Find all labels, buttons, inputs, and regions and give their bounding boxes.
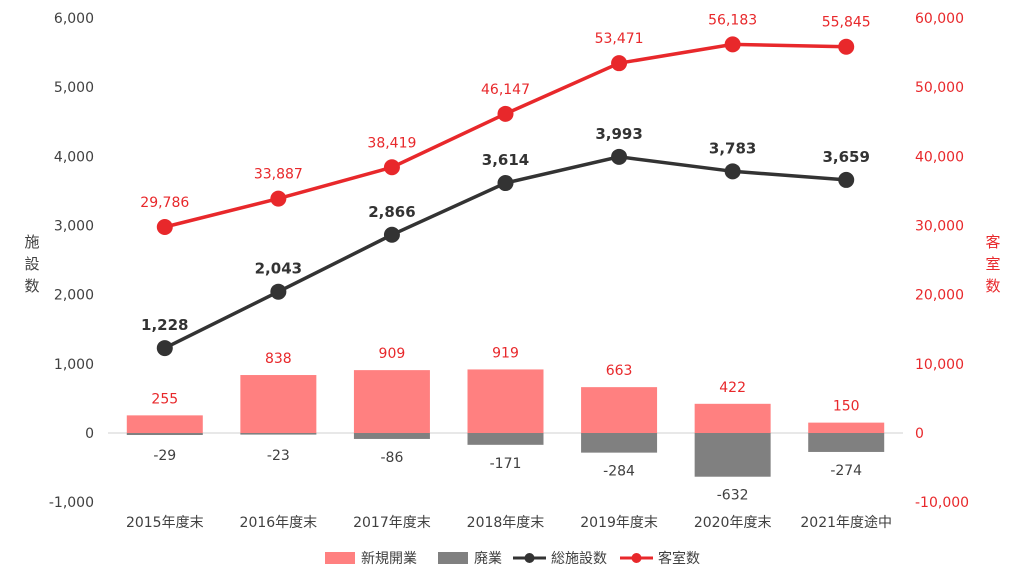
y-left-tick-label: 5,000 <box>54 80 94 96</box>
y-right-tick-label: 40,000 <box>915 149 964 165</box>
legend-label-new-opening: 新規開業 <box>361 551 417 567</box>
point-total-facilities <box>497 175 514 192</box>
bar-new-opening <box>581 387 658 433</box>
bar-closure-label: -86 <box>380 450 403 466</box>
y-right-tick-label: 30,000 <box>915 219 964 235</box>
bar-new-opening <box>808 422 885 433</box>
bar-new-opening-label: 150 <box>833 399 860 415</box>
x-category-label: 2018年度末 <box>467 515 545 531</box>
point-total-facilities <box>838 171 855 188</box>
point-rooms <box>383 159 400 176</box>
bar-closure-label: -23 <box>267 448 290 464</box>
x-category-label: 2017年度末 <box>353 515 431 531</box>
rooms-label: 29,786 <box>140 195 189 211</box>
total-facilities-label: 2,043 <box>255 260 302 278</box>
bar-closure-label: -274 <box>830 463 862 479</box>
bar-new-opening <box>694 403 771 433</box>
point-total-facilities <box>383 226 400 243</box>
bar-closure-label: -284 <box>603 464 635 480</box>
y-left-tick-label: 6,000 <box>54 11 94 27</box>
bar-new-opening <box>353 370 430 433</box>
legend-swatch-new-opening <box>325 552 355 564</box>
rooms-label: 46,147 <box>481 82 530 98</box>
y-right-tick-label: -10,000 <box>915 495 969 511</box>
bar-closure <box>808 433 885 452</box>
y-left-axis-title-char: 設 <box>24 255 39 273</box>
y-left-tick-label: 0 <box>85 426 94 442</box>
legend-swatch-closure <box>438 552 468 564</box>
bar-new-opening <box>126 415 203 433</box>
point-total-facilities <box>611 148 628 165</box>
line-rooms <box>164 42 847 229</box>
y-left-tick-label: -1,000 <box>49 495 94 511</box>
y-right-axis-title-char: 数 <box>985 277 1000 295</box>
rooms-label: 53,471 <box>595 31 644 47</box>
rooms-label: 55,845 <box>822 15 871 31</box>
point-total-facilities <box>270 283 287 300</box>
total-facilities-label: 3,783 <box>709 139 756 157</box>
x-category-label: 2021年度途中 <box>800 514 892 531</box>
bar-closure <box>126 433 203 436</box>
y-right-tick-label: 60,000 <box>915 11 964 27</box>
y-left-tick-label: 2,000 <box>54 288 94 304</box>
bar-new-opening-label: 909 <box>379 346 406 362</box>
bar-new-opening <box>467 369 544 433</box>
point-rooms <box>497 105 514 122</box>
bar-closure <box>467 433 544 445</box>
bar-new-opening-label: 255 <box>151 391 178 407</box>
rooms-label: 38,419 <box>367 135 416 151</box>
total-facilities-label: 2,866 <box>368 203 415 221</box>
y-right-axis-title-char: 客 <box>985 233 1000 251</box>
legend-label-rooms: 客室数 <box>658 550 700 567</box>
y-left-tick-label: 4,000 <box>54 149 94 165</box>
bar-new-opening-label: 838 <box>265 351 292 367</box>
x-category-label: 2015年度末 <box>126 515 204 531</box>
y-left-tick-label: 1,000 <box>54 357 94 373</box>
point-rooms <box>838 38 855 55</box>
total-facilities-label: 3,614 <box>482 151 529 169</box>
legend-marker-total-facilities <box>524 553 535 563</box>
x-category-label: 2016年度末 <box>240 515 318 531</box>
bar-closure <box>240 433 317 435</box>
y-right-tick-label: 20,000 <box>915 288 964 304</box>
bar-closure <box>694 433 771 477</box>
legend-label-total-facilities: 総施設数 <box>551 551 607 567</box>
x-category-label: 2020年度末 <box>694 515 772 531</box>
y-left-axis-title-char: 数 <box>24 277 39 295</box>
bar-closure <box>581 433 658 453</box>
x-category-label: 2019年度末 <box>580 515 658 531</box>
point-total-facilities <box>724 163 741 180</box>
rooms-label: 56,183 <box>708 12 757 28</box>
y-left-axis-title-char: 施 <box>24 233 39 251</box>
total-facilities-label: 1,228 <box>141 316 188 334</box>
bar-new-opening-label: 422 <box>719 380 746 396</box>
y-right-tick-label: 0 <box>915 426 924 442</box>
point-rooms <box>270 190 287 207</box>
y-right-tick-label: 10,000 <box>915 357 964 373</box>
total-facilities-label: 3,659 <box>822 148 869 166</box>
y-right-axis-title-char: 室 <box>985 255 1000 273</box>
bar-new-opening-label: 919 <box>492 345 519 361</box>
point-rooms <box>724 36 741 53</box>
point-total-facilities <box>156 340 173 357</box>
bar-new-opening-label: 663 <box>606 363 633 379</box>
point-rooms <box>611 55 628 72</box>
bar-closure <box>353 433 430 439</box>
bar-closure-label: -29 <box>153 448 176 464</box>
legend-marker-rooms <box>631 553 642 563</box>
bar-closure-label: -632 <box>717 488 749 504</box>
y-right-tick-label: 50,000 <box>915 80 964 96</box>
point-rooms <box>156 218 173 235</box>
bar-closure-label: -171 <box>490 456 522 472</box>
total-facilities-label: 3,993 <box>595 125 642 143</box>
bar-new-opening <box>240 375 317 433</box>
y-left-tick-label: 3,000 <box>54 219 94 235</box>
legend-label-closure: 廃業 <box>474 550 502 567</box>
rooms-label: 33,887 <box>254 167 303 183</box>
